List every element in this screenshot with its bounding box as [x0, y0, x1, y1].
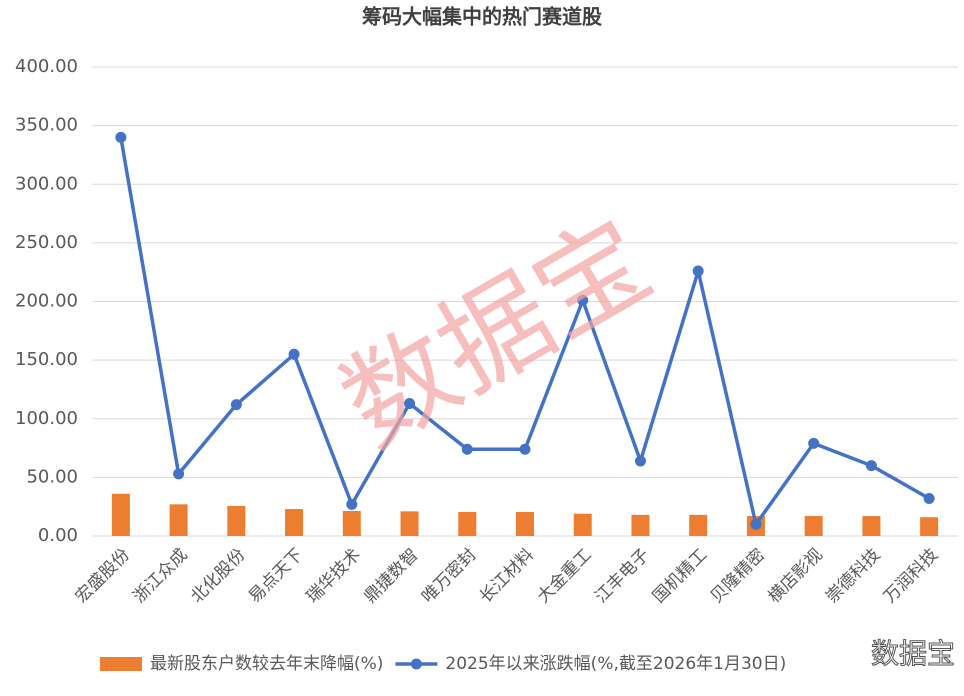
point — [692, 265, 704, 277]
x-tick-label: 国机精工 — [649, 545, 711, 607]
y-tick-label: 50.00 — [26, 466, 78, 487]
y-tick-label: 250.00 — [15, 232, 78, 253]
y-tick-label: 300.00 — [15, 173, 78, 194]
bar — [342, 511, 361, 536]
x-tick-label: 瑞华技术 — [303, 545, 365, 607]
x-tick-label: 长江材料 — [476, 545, 538, 607]
point — [346, 498, 358, 510]
y-tick-label: 100.00 — [15, 408, 78, 429]
x-tick-label: 贝隆精密 — [707, 545, 769, 607]
point — [461, 443, 473, 455]
legend-swatch — [410, 658, 422, 670]
x-tick-label: 万润科技 — [880, 545, 942, 607]
bar — [516, 511, 534, 536]
bar — [227, 505, 246, 536]
point — [404, 398, 416, 410]
bar — [573, 513, 592, 536]
x-tick-label: 崇德科技 — [822, 545, 884, 607]
bar — [631, 514, 650, 536]
x-tick-label: 大金重工 — [534, 545, 596, 607]
bar — [169, 504, 188, 536]
legend-label: 最新股东户数较去年末降幅(%) — [150, 654, 383, 674]
point — [288, 348, 300, 360]
legend-label: 2025年以来涨跌幅(%,截至2026年1月30日) — [445, 654, 786, 674]
point — [577, 294, 589, 306]
bar — [111, 493, 130, 536]
bar — [458, 511, 477, 536]
point — [519, 443, 531, 455]
bar — [862, 516, 881, 536]
point — [173, 468, 185, 480]
x-tick-label: 浙江众成 — [129, 545, 191, 607]
y-tick-label: 150.00 — [15, 349, 78, 370]
point — [750, 518, 762, 530]
y-tick-label: 0.00 — [38, 525, 78, 546]
watermark: 数据宝 — [321, 195, 671, 471]
y-tick-label: 200.00 — [15, 291, 78, 312]
x-tick-label: 易点天下 — [245, 545, 307, 607]
y-tick-label: 400.00 — [15, 56, 78, 77]
bar — [920, 517, 939, 536]
point — [634, 455, 646, 467]
point — [115, 131, 127, 143]
x-tick-label: 唯万密封 — [418, 545, 480, 607]
bar — [804, 516, 823, 536]
x-tick-label: 鼎捷数智 — [360, 545, 422, 607]
point — [808, 437, 820, 449]
legend-swatch — [100, 657, 142, 671]
chart-title: 筹码大幅集中的热门赛道股 — [362, 5, 602, 29]
x-tick-label: 江丰电子 — [591, 545, 653, 607]
point — [230, 399, 242, 411]
bar — [689, 514, 708, 536]
point — [865, 460, 877, 472]
x-tick-label: 横店影视 — [765, 545, 827, 607]
bar — [285, 509, 304, 536]
x-tick-label: 北化股份 — [187, 545, 249, 607]
point — [923, 492, 935, 504]
watermark-logo: 数据宝 — [871, 637, 955, 670]
x-tick-label: 宏盛股份 — [72, 545, 134, 607]
y-tick-label: 350.00 — [15, 115, 78, 136]
bar — [400, 511, 419, 536]
